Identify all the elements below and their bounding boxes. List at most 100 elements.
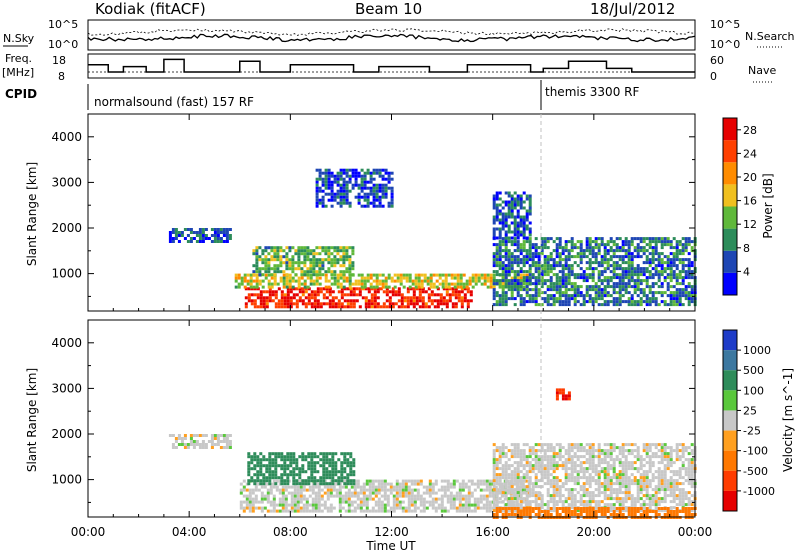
echo-cell (528, 482, 532, 486)
echo-cell (315, 183, 319, 187)
echo-cell (531, 288, 535, 292)
echo-cell (681, 294, 685, 298)
echo-cell (651, 297, 655, 301)
echo-cell (537, 455, 541, 459)
echo-cell (324, 246, 328, 250)
echo-cell (268, 473, 272, 477)
echo-cell (259, 452, 263, 456)
echo-cell (660, 485, 664, 489)
colorbar-tick-label: 8 (743, 242, 750, 255)
echo-cell (364, 299, 368, 303)
echo-cell (251, 488, 255, 492)
echo-cell (549, 500, 553, 504)
echo-cell (274, 458, 278, 462)
echo-cell (561, 300, 565, 304)
echo-cell (355, 287, 359, 291)
echo-cell (600, 297, 604, 301)
echo-cell (270, 285, 274, 289)
echo-cell (612, 297, 616, 301)
echo-cell (546, 500, 550, 504)
echo-cell (498, 273, 502, 277)
echo-cell (295, 302, 299, 306)
power-colorbar-frame (722, 117, 738, 296)
echo-cell (657, 467, 661, 471)
echo-cell (255, 279, 259, 283)
echo-cell (663, 300, 667, 304)
echo-cell (627, 449, 631, 453)
echo-cell (645, 461, 649, 465)
echo-cell (171, 446, 175, 449)
echo-cell (338, 488, 342, 492)
echo-cell (293, 509, 297, 513)
echo-cell (594, 255, 598, 259)
echo-cell (600, 470, 604, 474)
echo-cell (296, 506, 300, 510)
echo-cell (561, 510, 565, 513)
echo-cell (316, 293, 320, 297)
echo-cell (458, 482, 462, 486)
echo-cell (336, 273, 340, 277)
echo-cell (546, 491, 550, 495)
echo-cell (330, 180, 334, 184)
echo-cell (522, 249, 526, 253)
echo-cell (636, 270, 640, 274)
echo-cell (425, 491, 429, 495)
echo-cell (666, 452, 670, 456)
echo-cell (651, 455, 655, 459)
echo-cell (576, 246, 580, 250)
echo-cell (387, 186, 391, 190)
echo-cell (525, 464, 529, 468)
echo-cell (225, 440, 229, 443)
echo-cell (454, 305, 458, 309)
echo-cell (678, 497, 682, 501)
echo-cell (448, 296, 452, 300)
echo-cell (307, 299, 311, 303)
echo-cell (283, 461, 287, 465)
echo-cell (297, 279, 301, 283)
echo-cell (651, 237, 655, 241)
echo-cell (603, 279, 607, 283)
echo-cell (663, 479, 667, 483)
echo-cell (362, 485, 366, 489)
echo-cell (654, 488, 658, 492)
echo-cell (501, 470, 505, 474)
echo-cell (302, 506, 306, 510)
echo-cell (570, 461, 574, 465)
echo-cell (340, 287, 344, 291)
nsearch-label: N.Search (745, 30, 795, 43)
echo-cell (510, 264, 514, 268)
echo-cell (313, 302, 317, 306)
echo-cell (498, 285, 502, 289)
echo-cell (579, 276, 583, 280)
echo-cell (528, 470, 532, 474)
echo-cell (528, 446, 532, 450)
echo-cell (579, 507, 583, 510)
echo-cell (262, 464, 266, 468)
echo-cell (271, 461, 275, 465)
echo-cell (437, 503, 441, 507)
echo-cell (438, 276, 442, 280)
echo-cell (324, 168, 328, 172)
echo-cell (501, 491, 505, 495)
echo-cell (564, 300, 568, 304)
echo-cell (348, 270, 352, 274)
echo-cell (648, 285, 652, 289)
echo-cell (615, 264, 619, 268)
echo-cell (375, 186, 379, 190)
echo-cell (558, 237, 562, 241)
echo-cell (573, 282, 577, 286)
echo-cell (492, 288, 496, 292)
echo-cell (268, 452, 272, 456)
echo-cell (378, 201, 382, 205)
echo-cell (466, 305, 470, 309)
echo-cell (675, 273, 679, 277)
echo-cell (402, 276, 406, 280)
echo-cell (501, 240, 505, 244)
echo-cell (615, 513, 619, 516)
echo-cell (366, 186, 370, 190)
echo-cell (370, 296, 374, 300)
echo-cell (588, 249, 592, 253)
echo-cell (567, 491, 571, 495)
echo-cell (495, 494, 499, 498)
echo-cell (612, 473, 616, 477)
